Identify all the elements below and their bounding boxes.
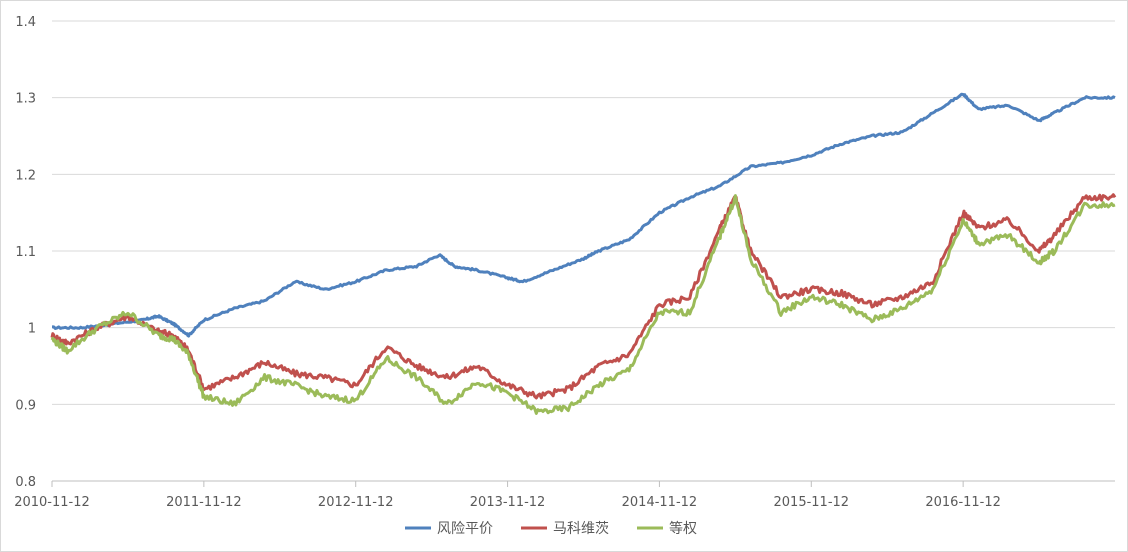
y-tick-label: 0.9 (15, 398, 36, 413)
grid-lines (52, 20, 1115, 405)
x-axis: 2010-11-12 2011-11-12 2012-11-12 2013-11-12… (14, 480, 1115, 510)
y-tick-label: 0.8 (15, 475, 36, 490)
x-tick-label: 2011-11-12 (166, 495, 242, 510)
x-tick-label: 2013-11-12 (470, 495, 546, 510)
x-tick-label: 2015-11-12 (774, 495, 850, 510)
series-line-2 (50, 193, 1117, 400)
legend-label: 马科维茨 (553, 521, 609, 537)
series-line-3 (50, 194, 1116, 415)
x-tick-label: 2016-11-12 (925, 495, 1001, 510)
legend-label: 风险平价 (437, 521, 493, 537)
series-lines (50, 92, 1117, 415)
legend: 风险平价 马科维茨 等权 (405, 520, 697, 537)
y-axis-ticks: 0.8 0.9 1 1.1 1.2 1.3 1.4 (15, 15, 36, 490)
series-line-1 (52, 92, 1116, 338)
y-tick-label: 1.4 (15, 15, 36, 30)
y-tick-label: 1 (28, 322, 36, 337)
x-tick-label: 2014-11-12 (622, 495, 698, 510)
y-tick-label: 1.2 (15, 168, 36, 183)
x-tick-label: 2010-11-12 (14, 495, 90, 510)
legend-label: 等权 (669, 520, 697, 537)
y-tick-label: 1.1 (15, 245, 36, 260)
y-tick-label: 1.3 (15, 92, 36, 107)
x-tick-label: 2012-11-12 (318, 495, 394, 510)
